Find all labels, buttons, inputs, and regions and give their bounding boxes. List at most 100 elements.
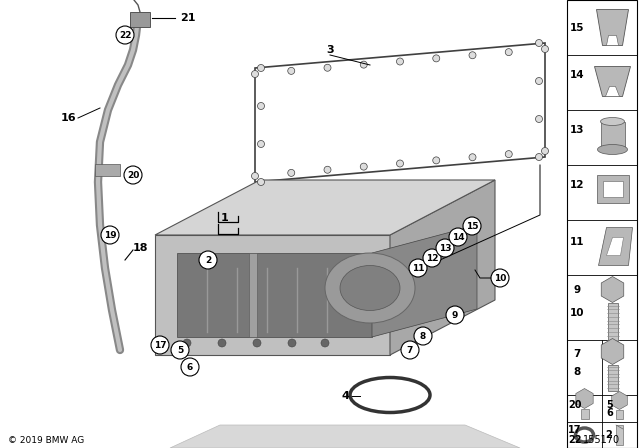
Circle shape (449, 228, 467, 246)
Circle shape (124, 166, 142, 184)
Circle shape (360, 163, 367, 170)
Polygon shape (607, 237, 623, 255)
Text: 155170: 155170 (584, 435, 621, 445)
Ellipse shape (600, 117, 625, 125)
Circle shape (536, 154, 543, 160)
Text: 6: 6 (187, 362, 193, 371)
Circle shape (433, 157, 440, 164)
Text: 11: 11 (412, 263, 424, 272)
Circle shape (505, 151, 512, 158)
Text: 17: 17 (154, 340, 166, 349)
Polygon shape (155, 235, 390, 355)
Bar (580, 409, 589, 418)
Circle shape (360, 61, 367, 68)
Circle shape (436, 239, 454, 257)
Bar (607, 302, 618, 340)
Polygon shape (170, 425, 520, 448)
Polygon shape (177, 253, 372, 337)
Circle shape (218, 339, 226, 347)
Circle shape (469, 52, 476, 59)
Polygon shape (372, 225, 477, 337)
Circle shape (433, 55, 440, 62)
Text: 5: 5 (177, 345, 183, 354)
Ellipse shape (340, 266, 400, 310)
Bar (567, 0, 637, 448)
Ellipse shape (325, 253, 415, 323)
Bar (130, 12, 150, 27)
Text: 7: 7 (573, 349, 580, 358)
Text: 8: 8 (573, 366, 580, 376)
Circle shape (321, 339, 329, 347)
Bar (607, 365, 618, 391)
Circle shape (401, 341, 419, 359)
Text: 8: 8 (420, 332, 426, 340)
Polygon shape (390, 180, 495, 355)
Bar (616, 409, 623, 418)
Text: 2: 2 (605, 430, 612, 440)
Polygon shape (249, 253, 257, 337)
Text: 11: 11 (570, 237, 584, 246)
Ellipse shape (598, 145, 627, 155)
Text: 16: 16 (60, 113, 76, 123)
Text: 15: 15 (466, 221, 478, 231)
Polygon shape (598, 228, 632, 266)
Text: 3: 3 (326, 45, 334, 55)
Circle shape (253, 339, 261, 347)
Circle shape (469, 154, 476, 161)
Circle shape (199, 251, 217, 269)
Circle shape (536, 78, 543, 85)
Polygon shape (596, 9, 628, 46)
Circle shape (505, 49, 512, 56)
Polygon shape (595, 66, 630, 96)
Polygon shape (155, 180, 495, 235)
Circle shape (414, 327, 432, 345)
Polygon shape (607, 35, 618, 46)
Circle shape (397, 58, 403, 65)
Text: 6: 6 (607, 408, 613, 418)
Circle shape (423, 249, 441, 267)
Bar (616, 425, 623, 445)
Text: 10: 10 (570, 307, 584, 318)
Circle shape (324, 166, 331, 173)
Circle shape (409, 259, 427, 277)
Polygon shape (605, 86, 620, 96)
Text: 14: 14 (570, 69, 584, 79)
Circle shape (257, 103, 264, 109)
Text: 12: 12 (426, 254, 438, 263)
Text: 17: 17 (568, 425, 582, 435)
Text: 5: 5 (607, 400, 613, 409)
Text: 18: 18 (132, 243, 148, 253)
Circle shape (536, 39, 543, 47)
Polygon shape (612, 392, 627, 409)
Circle shape (171, 341, 189, 359)
Text: 10: 10 (494, 273, 506, 283)
Circle shape (116, 26, 134, 44)
Circle shape (183, 339, 191, 347)
Text: 9: 9 (452, 310, 458, 319)
Circle shape (101, 226, 119, 244)
Circle shape (536, 116, 543, 122)
Text: 22: 22 (119, 30, 131, 39)
Circle shape (288, 67, 295, 74)
Text: 15: 15 (570, 22, 584, 33)
Circle shape (446, 306, 464, 324)
Polygon shape (601, 276, 624, 302)
Text: 7: 7 (407, 345, 413, 354)
Text: 21: 21 (180, 13, 195, 23)
Circle shape (252, 70, 259, 78)
Text: 19: 19 (104, 231, 116, 240)
Circle shape (324, 64, 331, 71)
Text: 1: 1 (221, 213, 229, 223)
Bar (600, 121, 625, 150)
Circle shape (541, 147, 548, 155)
Bar (602, 181, 623, 197)
Circle shape (288, 339, 296, 347)
Circle shape (397, 160, 403, 167)
Text: 9: 9 (573, 284, 580, 294)
Bar (95, 164, 120, 176)
Text: 22: 22 (568, 435, 582, 445)
Circle shape (151, 336, 169, 354)
Circle shape (541, 46, 548, 52)
Circle shape (257, 141, 264, 147)
Polygon shape (255, 43, 545, 182)
